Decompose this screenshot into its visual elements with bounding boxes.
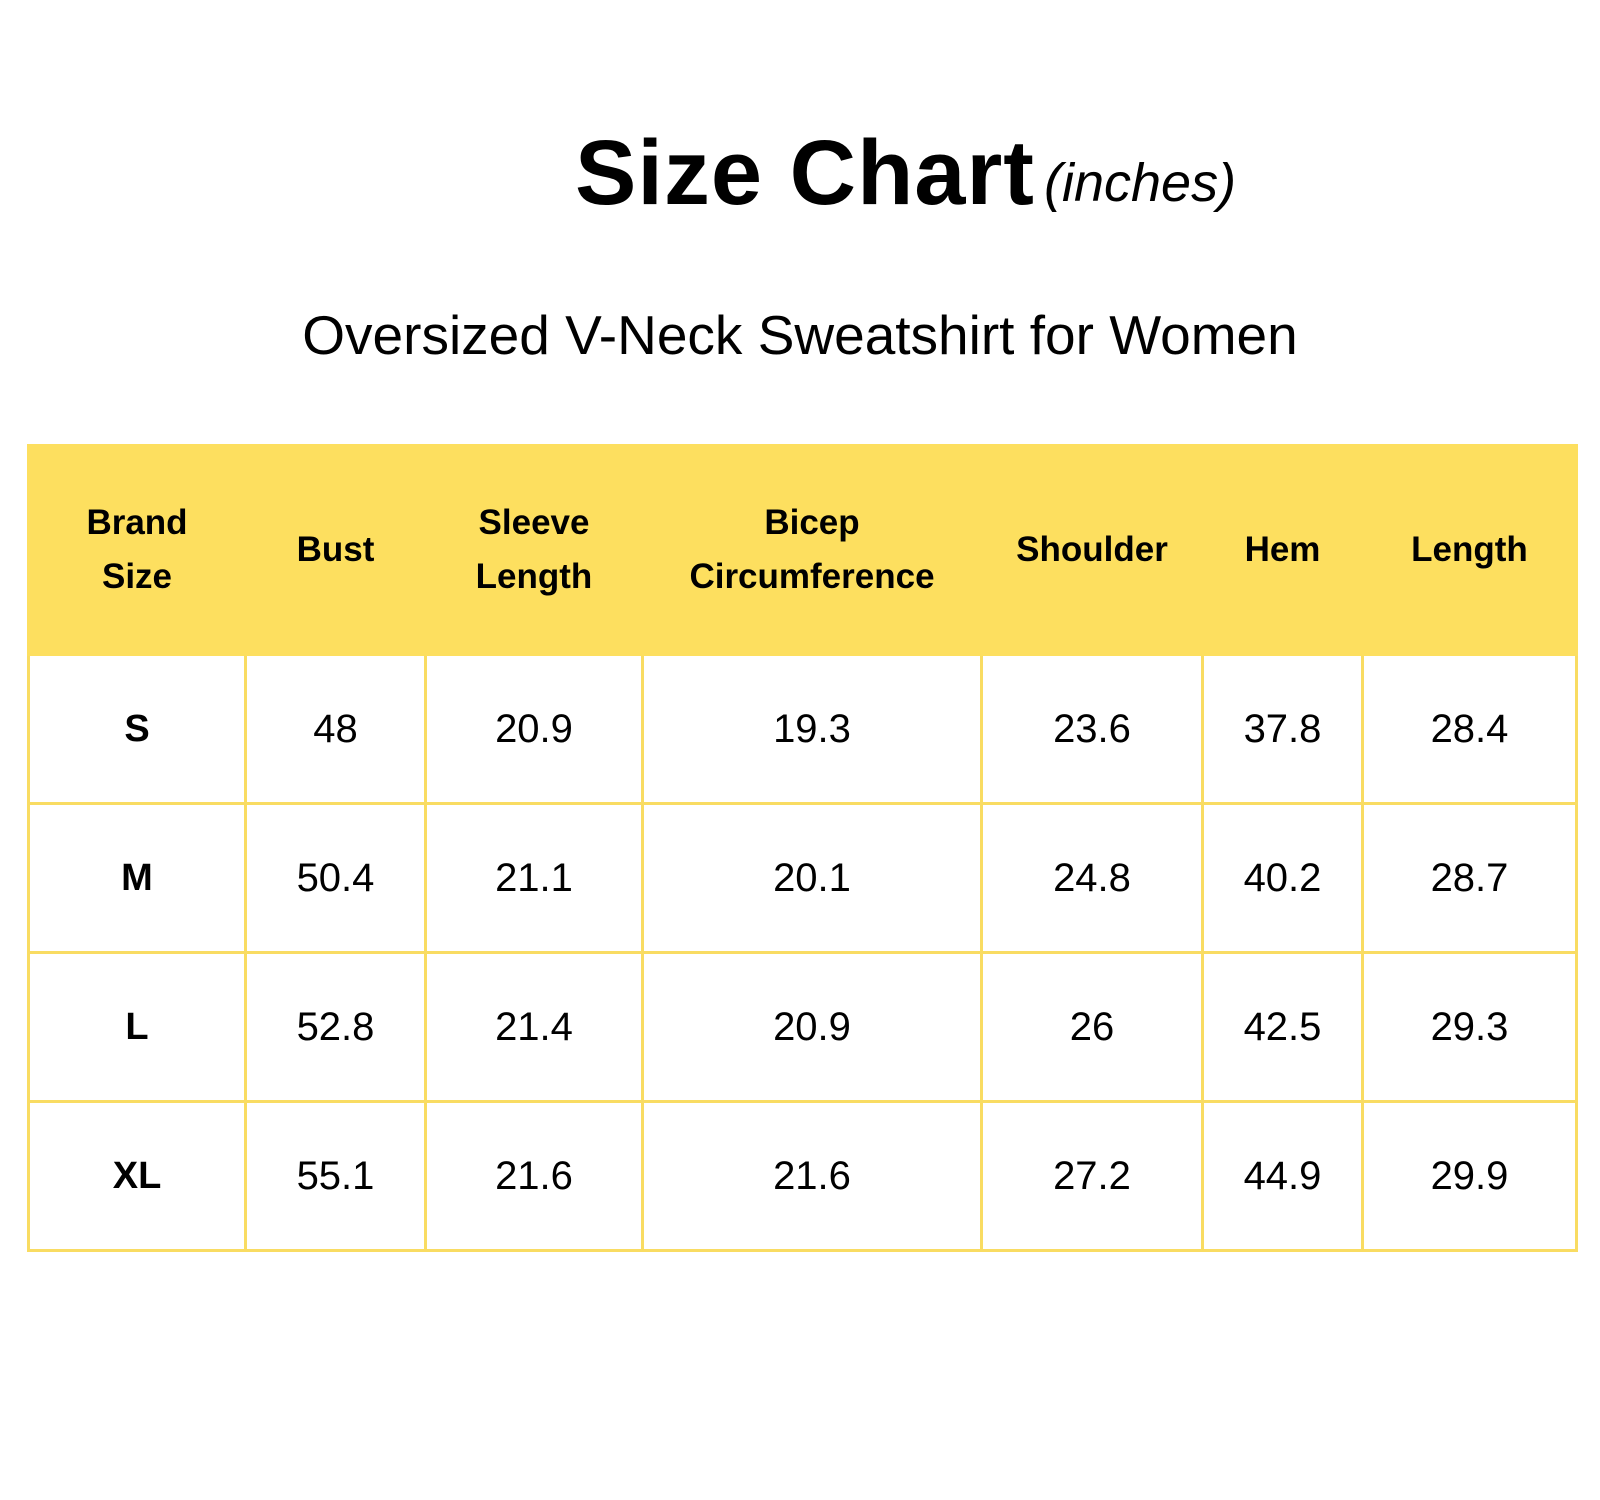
header-sleeve-length: Sleeve Length: [424, 444, 644, 656]
size-cell: S: [27, 653, 247, 805]
sleeve-length-cell: 20.9: [424, 653, 644, 805]
hem-cell: 40.2: [1201, 802, 1364, 954]
header-bust: Bust: [244, 444, 427, 656]
header-line: Bicep: [764, 503, 860, 542]
header-line: Length: [475, 557, 593, 596]
sleeve-length-cell: 21.6: [424, 1100, 644, 1252]
bicep-circumference-cell: 19.3: [641, 653, 983, 805]
bicep-circumference-cell: 21.6: [641, 1100, 983, 1252]
header-line: Length: [1411, 530, 1528, 569]
hem-cell: 42.5: [1201, 951, 1364, 1103]
shoulder-cell: 27.2: [980, 1100, 1204, 1252]
length-cell: 29.3: [1361, 951, 1578, 1103]
shoulder-cell: 24.8: [980, 802, 1204, 954]
table-row: XL 55.1 21.6 21.6 27.2 44.9 29.9: [27, 1100, 1578, 1252]
sleeve-length-cell: 21.1: [424, 802, 644, 954]
header-line: Size: [101, 557, 173, 596]
page-title: Size Chart: [575, 122, 1035, 224]
bust-cell: 50.4: [244, 802, 427, 954]
table-row: S 48 20.9 19.3 23.6 37.8 28.4: [27, 653, 1578, 805]
header-row: Brand Size Bust Sleeve Length Bicep Circ…: [27, 444, 1578, 656]
length-cell: 29.9: [1361, 1100, 1578, 1252]
hem-cell: 37.8: [1201, 653, 1364, 805]
length-cell: 28.7: [1361, 802, 1578, 954]
bicep-circumference-cell: 20.1: [641, 802, 983, 954]
shoulder-cell: 23.6: [980, 653, 1204, 805]
title-unit: (inches): [1044, 153, 1237, 213]
bust-cell: 52.8: [244, 951, 427, 1103]
header-hem: Hem: [1201, 444, 1364, 656]
table-row: L 52.8 21.4 20.9 26 42.5 29.3: [27, 951, 1578, 1103]
header-line: Shoulder: [1016, 530, 1168, 569]
header-line: Hem: [1244, 530, 1321, 569]
size-cell: XL: [27, 1100, 247, 1252]
product-subtitle: Oversized V-Neck Sweatshirt for Women: [302, 304, 1298, 366]
bust-cell: 55.1: [244, 1100, 427, 1252]
header-line: Bust: [296, 530, 375, 569]
size-chart: Brand Size Bust Sleeve Length Bicep Circ…: [27, 444, 1578, 1252]
header-line: Circumference: [689, 557, 935, 596]
header-shoulder: Shoulder: [980, 444, 1204, 656]
sleeve-length-cell: 21.4: [424, 951, 644, 1103]
size-cell: L: [27, 951, 247, 1103]
hem-cell: 44.9: [1201, 1100, 1364, 1252]
table-row: M 50.4 21.1 20.1 24.8 40.2 28.7: [27, 802, 1578, 954]
header-bicep-circumference: Bicep Circumference: [641, 444, 983, 656]
header-line: Brand: [86, 503, 188, 542]
header-length: Length: [1361, 444, 1578, 656]
bicep-circumference-cell: 20.9: [641, 951, 983, 1103]
header-line: Sleeve: [478, 503, 590, 542]
shoulder-cell: 26: [980, 951, 1204, 1103]
title-row: Size Chart (inches): [0, 118, 1600, 228]
size-table: Brand Size Bust Sleeve Length Bicep Circ…: [27, 444, 1578, 1252]
header-brand-size: Brand Size: [27, 444, 247, 656]
size-cell: M: [27, 802, 247, 954]
bust-cell: 48: [244, 653, 427, 805]
length-cell: 28.4: [1361, 653, 1578, 805]
